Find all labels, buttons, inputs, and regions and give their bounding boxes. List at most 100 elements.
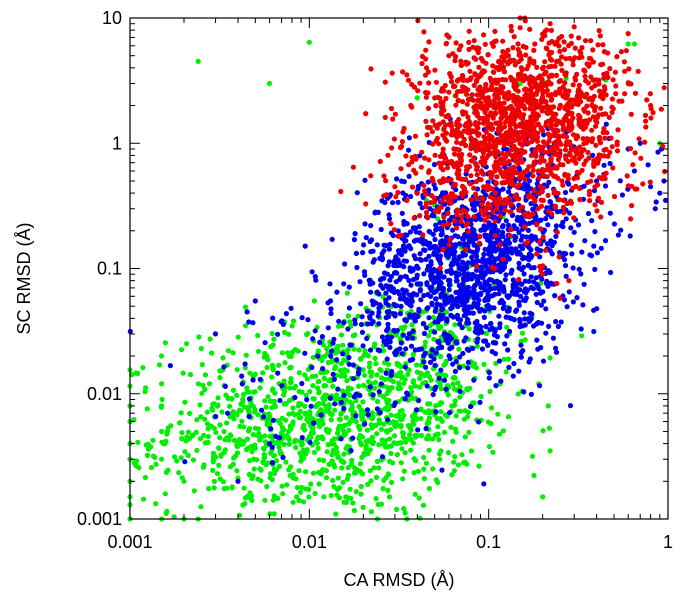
- data-point-series-3: [413, 156, 419, 162]
- data-point-series-1: [335, 454, 341, 460]
- data-point-series-2: [653, 199, 659, 205]
- data-point-series-3: [492, 200, 498, 206]
- data-point-series-1: [401, 412, 407, 418]
- data-point-series-1: [288, 464, 294, 470]
- data-point-series-2: [336, 318, 342, 324]
- data-point-series-2: [329, 348, 335, 354]
- data-point-series-1: [462, 408, 468, 414]
- data-point-series-2: [521, 271, 527, 277]
- data-point-series-3: [430, 178, 436, 184]
- data-point-series-1: [376, 442, 382, 448]
- data-point-series-2: [427, 359, 434, 365]
- data-point-series-3: [602, 86, 608, 92]
- data-point-series-1: [153, 501, 159, 507]
- data-point-series-2: [545, 268, 552, 274]
- data-point-series-2: [575, 222, 582, 228]
- data-point-series-2: [432, 186, 438, 192]
- data-point-series-2: [279, 383, 285, 389]
- data-point-series-1: [321, 494, 327, 500]
- data-point-series-1: [205, 433, 211, 440]
- data-point-series-1: [216, 462, 222, 468]
- data-point-series-2: [350, 376, 357, 382]
- data-point-series-1: [331, 483, 337, 490]
- data-point-series-2: [436, 340, 442, 346]
- data-point-series-2: [280, 454, 286, 460]
- data-point-series-3: [399, 139, 405, 145]
- data-point-series-3: [541, 158, 547, 164]
- data-point-series-3: [530, 167, 536, 173]
- data-point-series-1: [473, 365, 479, 371]
- data-point-series-1: [303, 469, 309, 475]
- data-point-series-2: [487, 327, 493, 333]
- data-point-series-3: [525, 140, 532, 146]
- data-point-series-2: [359, 329, 366, 335]
- data-point-series-2: [327, 281, 333, 287]
- data-point-series-3: [465, 213, 471, 219]
- data-point-series-1: [288, 376, 294, 382]
- data-point-series-1: [410, 440, 416, 446]
- data-point-series-2: [376, 321, 382, 327]
- data-point-series-2: [404, 232, 410, 238]
- data-point-series-2: [383, 290, 389, 296]
- data-point-series-3: [539, 36, 545, 43]
- data-point-series-1: [391, 433, 398, 439]
- data-point-series-3: [574, 71, 580, 77]
- data-point-series-2: [407, 297, 414, 303]
- data-point-series-1: [486, 444, 492, 450]
- data-point-series-2: [270, 417, 276, 423]
- data-point-series-2: [470, 271, 476, 277]
- data-point-series-2: [319, 334, 325, 340]
- data-point-series-1: [328, 411, 334, 417]
- data-point-series-3: [530, 194, 536, 200]
- data-point-series-1: [310, 430, 316, 436]
- data-point-series-2: [486, 249, 493, 255]
- data-point-series-1: [177, 420, 183, 426]
- data-point-series-2: [457, 317, 464, 323]
- data-point-series-2: [444, 332, 450, 338]
- data-point-series-2: [525, 227, 532, 233]
- data-point-series-3: [539, 99, 545, 105]
- data-point-series-1: [315, 385, 321, 391]
- data-point-series-1: [281, 378, 287, 384]
- data-point-series-3: [419, 60, 425, 67]
- data-point-series-2: [353, 250, 359, 256]
- data-point-series-2: [246, 319, 252, 325]
- data-point-series-2: [414, 407, 420, 413]
- data-point-series-3: [511, 143, 517, 149]
- data-point-series-3: [363, 111, 369, 117]
- data-point-series-3: [566, 278, 572, 284]
- data-point-series-3: [587, 198, 593, 204]
- data-point-series-1: [163, 510, 169, 516]
- data-point-series-1: [331, 462, 337, 468]
- data-point-series-1: [365, 481, 371, 487]
- data-point-series-3: [489, 126, 495, 132]
- data-point-series-3: [581, 106, 587, 112]
- data-point-series-1: [390, 378, 396, 385]
- data-point-series-2: [457, 365, 463, 371]
- data-point-series-1: [373, 496, 379, 502]
- data-point-series-2: [465, 286, 471, 292]
- data-point-series-1: [398, 364, 404, 370]
- data-point-series-2: [406, 173, 412, 179]
- data-point-series-3: [482, 85, 488, 91]
- data-point-series-1: [135, 439, 141, 445]
- data-point-series-3: [449, 79, 455, 85]
- data-point-series-3: [478, 207, 484, 214]
- data-point-series-1: [142, 474, 148, 481]
- data-point-series-1: [387, 458, 393, 464]
- data-point-series-2: [388, 372, 394, 378]
- data-point-series-3: [425, 124, 431, 130]
- data-point-series-3: [451, 218, 457, 224]
- data-point-series-3: [599, 176, 605, 182]
- data-point-series-3: [497, 242, 503, 248]
- data-point-series-3: [600, 42, 606, 48]
- data-point-series-3: [453, 161, 460, 167]
- data-point-series-1: [380, 393, 386, 400]
- data-point-series-3: [548, 97, 554, 103]
- data-point-series-3: [600, 129, 606, 136]
- data-point-series-1: [267, 511, 273, 517]
- data-point-series-2: [534, 299, 540, 306]
- data-point-series-1: [270, 365, 276, 372]
- data-point-series-1: [240, 391, 247, 398]
- data-point-series-3: [426, 168, 432, 174]
